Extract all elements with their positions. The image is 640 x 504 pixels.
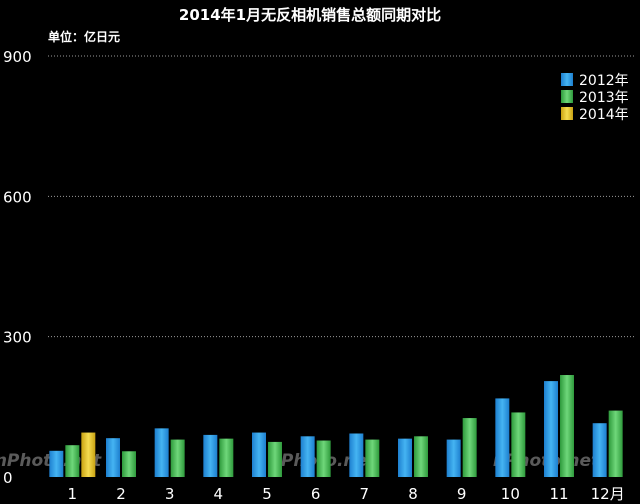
bar-2012年-1 — [49, 450, 64, 477]
gridlines: 0 300 600 900 — [3, 48, 636, 487]
x-tick-label: 6 — [311, 485, 321, 503]
axes: 1 2 3 4 5 6 7 8 9 10 11 12月 — [68, 485, 625, 503]
x-tick-label: 5 — [262, 485, 272, 503]
x-tick-label: 12月 — [591, 485, 625, 503]
bar-2012年-10 — [495, 398, 510, 477]
x-tick-label: 8 — [408, 485, 418, 503]
x-tick-label: 10 — [501, 485, 520, 503]
legend-swatch-2013年 — [561, 90, 573, 103]
bar-2013年-3 — [170, 439, 185, 477]
x-tick-label: 7 — [360, 485, 370, 503]
y-tick-label: 900 — [3, 48, 32, 66]
bar-2012年-8 — [398, 438, 412, 477]
bar-2014年-1 — [81, 432, 96, 477]
bar-2013年-6 — [316, 440, 331, 477]
bar-2013年-4 — [219, 438, 234, 477]
legend-label: 2013年 — [579, 90, 629, 106]
bar-2013年-1 — [65, 445, 80, 477]
x-tick-label: 4 — [214, 485, 224, 503]
bar-2012年-4 — [203, 434, 218, 477]
bar-2012年-12月 — [592, 423, 607, 477]
x-tick-label: 9 — [457, 485, 467, 503]
bar-2013年-12月 — [608, 410, 623, 477]
bar-2012年-9 — [446, 439, 461, 477]
legend-swatch-2014年 — [561, 107, 573, 120]
bar-2013年-2 — [122, 451, 136, 477]
y-tick-label: 0 — [3, 469, 13, 487]
legend-label: 2014年 — [579, 107, 629, 123]
legend-swatch-2012年 — [561, 73, 573, 86]
x-tick-label: 1 — [68, 485, 78, 503]
bar-2013年-10 — [511, 412, 526, 477]
bar-2012年-6 — [300, 436, 315, 477]
bar-2012年-3 — [154, 428, 169, 477]
y-tick-label: 600 — [3, 188, 32, 206]
x-tick-label: 3 — [165, 485, 175, 503]
x-tick-label: 11 — [549, 485, 568, 503]
bar-2012年-11 — [544, 381, 558, 477]
y-tick-label: 300 — [3, 329, 32, 347]
bar-2013年-7 — [365, 439, 380, 477]
bar-2012年-2 — [106, 438, 120, 477]
chart-title: 2014年1月无反相机销售总额同期对比 — [179, 6, 441, 24]
unit-label: 单位：亿日元 — [48, 29, 120, 44]
bar-2013年-11 — [560, 375, 574, 477]
x-tick-label: 2 — [116, 485, 126, 503]
bar-2013年-9 — [462, 418, 477, 477]
bar-2012年-5 — [252, 432, 266, 477]
bars — [49, 375, 623, 477]
legend-label: 2012年 — [579, 73, 629, 89]
bar-2013年-8 — [414, 436, 428, 477]
bar-2013年-5 — [268, 441, 282, 477]
bar-2012年-7 — [349, 433, 364, 477]
